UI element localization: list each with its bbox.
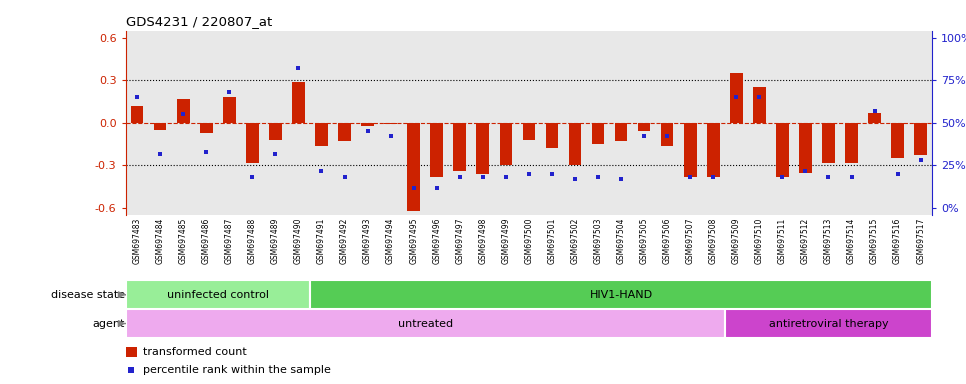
Bar	[915, 123, 927, 156]
Bar	[177, 99, 189, 123]
Bar	[270, 123, 282, 140]
Bar	[523, 123, 535, 140]
Bar	[408, 123, 420, 211]
Text: uninfected control: uninfected control	[167, 290, 269, 300]
Text: percentile rank within the sample: percentile rank within the sample	[143, 364, 331, 375]
Bar	[246, 123, 259, 162]
Bar	[845, 123, 858, 162]
Bar	[799, 123, 811, 172]
Text: GDS4231 / 220807_at: GDS4231 / 220807_at	[126, 15, 271, 28]
Bar	[338, 123, 351, 141]
Bar	[638, 123, 650, 131]
Bar	[126, 280, 310, 309]
Bar	[292, 82, 304, 123]
Bar	[592, 123, 605, 144]
Text: agent: agent	[93, 318, 126, 329]
Bar	[614, 123, 627, 141]
Bar	[476, 123, 489, 174]
Bar	[361, 123, 374, 126]
Bar	[310, 280, 932, 309]
Text: antiretroviral therapy: antiretroviral therapy	[769, 318, 889, 329]
Bar	[499, 123, 512, 166]
Bar	[315, 123, 327, 146]
Bar	[753, 88, 766, 123]
Bar	[822, 123, 835, 162]
Text: untreated: untreated	[398, 318, 453, 329]
Bar	[453, 123, 466, 171]
Bar	[661, 123, 673, 146]
Text: transformed count: transformed count	[143, 347, 247, 358]
Bar	[130, 106, 143, 123]
Bar	[154, 123, 166, 130]
Bar	[126, 346, 137, 357]
Bar	[776, 123, 788, 177]
Bar	[384, 123, 397, 124]
Bar	[126, 309, 724, 338]
Bar	[730, 73, 743, 123]
Bar	[892, 123, 904, 158]
Bar	[724, 309, 932, 338]
Bar	[868, 113, 881, 123]
Bar	[707, 123, 720, 177]
Bar	[684, 123, 696, 177]
Bar	[546, 123, 558, 148]
Text: HIV1-HAND: HIV1-HAND	[589, 290, 653, 300]
Bar	[569, 123, 582, 166]
Bar	[431, 123, 443, 177]
Bar	[200, 123, 213, 133]
Text: disease state: disease state	[51, 290, 126, 300]
Bar	[223, 98, 236, 123]
